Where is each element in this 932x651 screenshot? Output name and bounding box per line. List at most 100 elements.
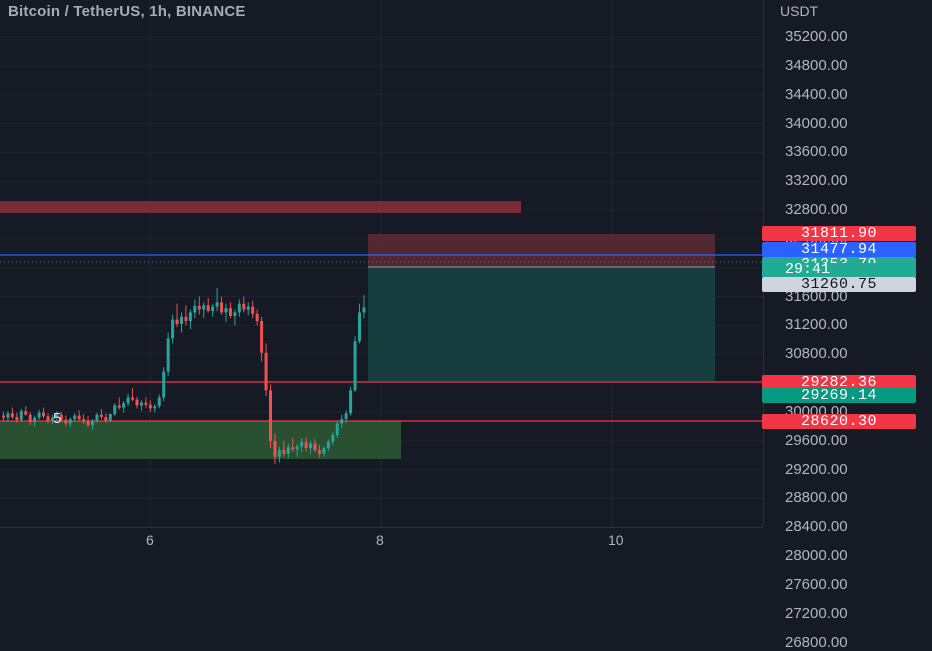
candle-body xyxy=(331,434,335,442)
candle-body xyxy=(64,419,68,424)
candle-body xyxy=(86,421,90,425)
candle-body xyxy=(68,419,72,424)
candle-body xyxy=(95,414,99,421)
candle-body xyxy=(322,447,326,454)
time-tick-label: 8 xyxy=(376,532,384,548)
price-tick-label: 33200.00 xyxy=(785,172,848,190)
price-tick-label: 34000.00 xyxy=(785,114,848,132)
candle-body xyxy=(349,390,353,414)
price-tick-label: 29200.00 xyxy=(785,460,848,478)
bar-countdown: 29:41 xyxy=(762,262,916,277)
price-tag-stop[interactable]: 31811.90 xyxy=(762,226,916,241)
candle-body xyxy=(215,302,219,307)
candle-body xyxy=(202,305,206,310)
candle-body xyxy=(24,411,28,415)
candle-body xyxy=(220,302,224,313)
price-tick-label: 35200.00 xyxy=(785,28,848,45)
symbol-title[interactable]: Bitcoin / TetherUS, 1h, BINANCE xyxy=(8,3,246,20)
candle-body xyxy=(144,402,148,405)
candle-body xyxy=(211,306,215,311)
candle-body xyxy=(139,402,143,406)
candle-body xyxy=(73,415,77,420)
price-tag-support-1[interactable]: 29282.36 xyxy=(762,375,916,390)
candle-body xyxy=(113,405,117,415)
candle-body xyxy=(59,414,63,420)
candle-body xyxy=(184,316,188,322)
candle-body xyxy=(242,303,246,310)
candle-body xyxy=(171,319,175,339)
price-tag-support-2[interactable]: 28620.30 xyxy=(762,414,916,429)
candle-body xyxy=(117,405,121,408)
candle-body xyxy=(269,390,272,441)
candle-body xyxy=(6,413,10,418)
candle-body xyxy=(46,416,50,421)
candle-body xyxy=(2,415,5,418)
candle-body xyxy=(228,308,232,317)
candle-body xyxy=(166,338,170,372)
candle-body xyxy=(353,341,357,391)
candle-body xyxy=(286,447,290,454)
candle-body xyxy=(335,423,339,435)
price-tick-label: 33600.00 xyxy=(785,143,848,161)
candle-body xyxy=(362,307,366,313)
price-tick-label: 30800.00 xyxy=(785,345,848,363)
candle-body xyxy=(153,406,157,409)
candle-body xyxy=(193,305,197,313)
candle-body xyxy=(126,397,130,404)
price-tag-target[interactable]: 29269.14 xyxy=(762,388,916,403)
candle-body xyxy=(180,316,183,324)
candle-body xyxy=(33,417,37,423)
candle-body xyxy=(162,371,166,398)
candle-body xyxy=(82,419,86,422)
price-tag-entry[interactable]: 31260.75 xyxy=(762,277,916,292)
price-tick-label: 28400.00 xyxy=(785,518,848,536)
candle-body xyxy=(188,312,192,322)
candle-body xyxy=(340,419,344,424)
candle-body xyxy=(19,411,23,420)
candle-body xyxy=(77,415,81,420)
candle-body xyxy=(157,397,161,407)
resistance-zone xyxy=(0,201,521,213)
currency-label[interactable]: USDT xyxy=(780,3,819,19)
candle-body xyxy=(104,416,108,421)
chart-pane[interactable] xyxy=(0,0,932,550)
candle-body xyxy=(313,443,317,451)
candle-body xyxy=(42,412,46,417)
candle-body xyxy=(28,414,32,423)
candle-body xyxy=(10,413,14,417)
price-tick-label: 34400.00 xyxy=(785,85,848,103)
candle-body xyxy=(55,414,59,418)
candle-body xyxy=(300,442,304,447)
price-tick-label: 27200.00 xyxy=(785,604,848,622)
candle-body xyxy=(260,321,264,353)
candle-body xyxy=(206,305,210,311)
candle-body xyxy=(344,413,348,420)
candle-body xyxy=(148,404,152,409)
time-tick-label: 6 xyxy=(146,532,154,548)
candle-body xyxy=(326,441,330,448)
price-tick-label: 34800.00 xyxy=(785,56,848,74)
candle-body xyxy=(233,312,237,317)
candle-body xyxy=(37,412,41,418)
price-tag-blue-line[interactable]: 31477.94 xyxy=(762,242,916,257)
candle-body xyxy=(15,416,19,420)
candle-body xyxy=(277,450,281,457)
candle-body xyxy=(224,308,228,313)
candle-body xyxy=(291,447,295,450)
candle-body xyxy=(264,352,268,391)
candle-body xyxy=(131,397,135,400)
price-tick-label: 28800.00 xyxy=(785,489,848,507)
price-tick-label: 32800.00 xyxy=(785,201,848,219)
candle-body xyxy=(197,305,201,310)
candle-body xyxy=(237,303,241,313)
candle-body xyxy=(255,313,259,322)
price-chart[interactable] xyxy=(0,0,763,527)
candle-body xyxy=(282,450,286,454)
candle-body xyxy=(251,306,255,314)
candle-body xyxy=(108,414,112,421)
time-axis-divider xyxy=(0,527,763,528)
risk-zone xyxy=(368,234,715,267)
candle-body xyxy=(50,417,54,421)
candle-body xyxy=(91,420,94,425)
candle-body xyxy=(304,442,308,448)
